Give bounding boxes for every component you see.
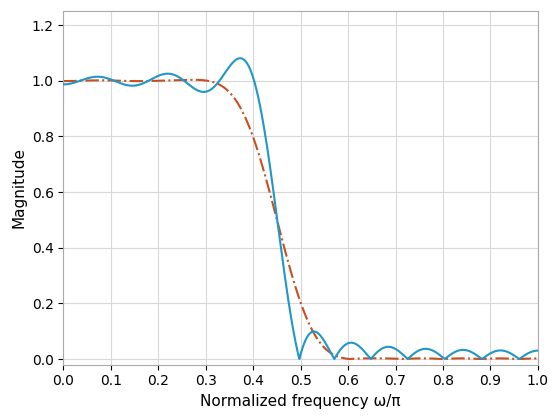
Y-axis label: Magnitude: Magnitude: [11, 147, 26, 228]
X-axis label: Normalized frequency ω/π: Normalized frequency ω/π: [200, 394, 401, 409]
